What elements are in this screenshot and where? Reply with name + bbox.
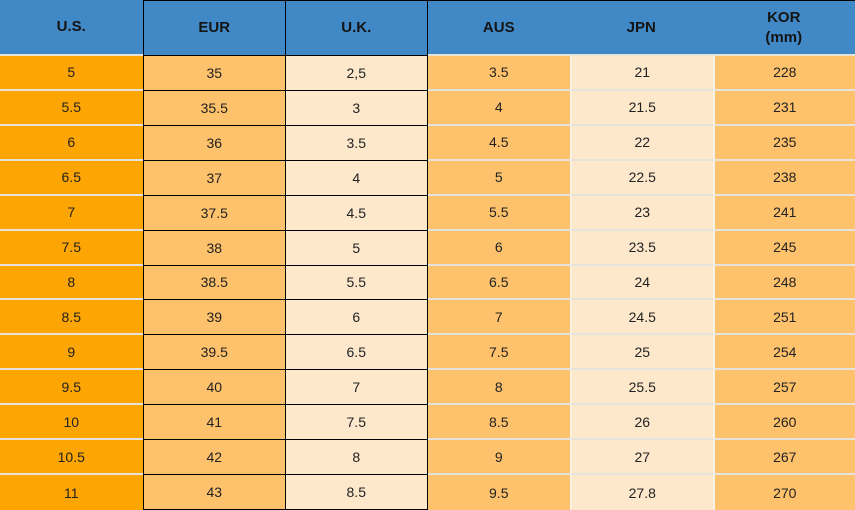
cell-kor-row1: 228 [712, 56, 855, 91]
cell-aus-row8: 7 [427, 300, 570, 336]
cell-kor-row4: 238 [712, 160, 855, 196]
cell-aus-row3: 4.5 [427, 125, 570, 161]
cell-us-row2: 5.5 [0, 90, 143, 126]
header-cell-uk: U.K. [285, 0, 428, 56]
cell-eur-row1: 35 [142, 56, 285, 91]
cell-uk-row9: 6.5 [285, 335, 428, 371]
cell-kor-row10: 257 [712, 370, 855, 406]
cell-eur-row8: 39 [142, 300, 285, 336]
cell-aus-row12: 9 [427, 440, 570, 476]
cell-uk-row6: 5 [285, 230, 428, 266]
cell-kor-row13: 270 [712, 475, 855, 510]
header-label-kor: KOR [767, 9, 801, 26]
cell-us-row5: 7 [0, 195, 143, 231]
cell-kor-row8: 251 [712, 300, 855, 336]
header-cell-jpn: JPN [570, 0, 713, 56]
cell-aus-row9: 7.5 [427, 335, 570, 371]
cell-jpn-row2: 21.5 [570, 90, 713, 126]
cell-uk-row3: 3.5 [285, 125, 428, 161]
cell-aus-row6: 6 [427, 230, 570, 266]
cell-eur-row10: 40 [142, 370, 285, 406]
header-label-eur: EUR [198, 19, 231, 37]
cell-us-row4: 6.5 [0, 160, 143, 196]
cell-aus-row13: 9.5 [427, 475, 570, 510]
cell-uk-row2: 3 [285, 90, 428, 126]
cell-eur-row6: 38 [142, 230, 285, 266]
header-cell-aus: AUS [427, 0, 570, 56]
cell-us-row8: 8.5 [0, 300, 143, 336]
cell-kor-row12: 267 [712, 440, 855, 476]
cell-jpn-row1: 21 [570, 56, 713, 91]
cell-us-row10: 9.5 [0, 370, 143, 406]
cell-eur-row13: 43 [142, 475, 285, 510]
cell-aus-row2: 4 [427, 90, 570, 126]
cell-uk-row13: 8.5 [285, 475, 428, 510]
cell-uk-row12: 8 [285, 440, 428, 476]
header-label-aus: AUS [482, 18, 515, 36]
cell-us-row1: 5 [0, 56, 143, 91]
cell-eur-row12: 42 [142, 440, 285, 476]
cell-kor-row5: 241 [712, 195, 855, 231]
header-label-uk: U.K. [341, 19, 372, 37]
cell-aus-row1: 3.5 [427, 56, 570, 91]
cell-us-row11: 10 [0, 405, 143, 441]
cell-uk-row4: 4 [285, 160, 428, 196]
cell-jpn-row5: 23 [570, 195, 713, 231]
cell-us-row3: 6 [0, 125, 143, 161]
cell-jpn-row7: 24 [570, 265, 713, 301]
header-cell-kor: KOR (mm) [712, 0, 855, 56]
cell-aus-row7: 6.5 [427, 265, 570, 301]
cell-eur-row7: 38.5 [142, 265, 285, 301]
cell-aus-row5: 5.5 [427, 195, 570, 231]
cell-us-row6: 7.5 [0, 230, 143, 266]
cell-kor-row11: 260 [712, 405, 855, 441]
cell-aus-row10: 8 [427, 370, 570, 406]
cell-jpn-row3: 22 [570, 125, 713, 161]
cell-uk-row7: 5.5 [285, 265, 428, 301]
cell-aus-row4: 5 [427, 160, 570, 196]
cell-kor-row7: 248 [712, 265, 855, 301]
header-label-us: U.S. [56, 18, 86, 36]
cell-jpn-row10: 25.5 [570, 370, 713, 406]
cell-jpn-row12: 27 [570, 440, 713, 476]
cell-kor-row6: 245 [712, 230, 855, 266]
cell-jpn-row8: 24.5 [570, 300, 713, 336]
cell-us-row13: 11 [0, 475, 143, 510]
cell-us-row7: 8 [0, 265, 143, 301]
cell-uk-row1: 2,5 [285, 56, 428, 91]
cell-eur-row2: 35.5 [142, 90, 285, 126]
cell-jpn-row13: 27.8 [570, 475, 713, 510]
cell-uk-row11: 7.5 [285, 405, 428, 441]
cell-kor-row9: 254 [712, 335, 855, 371]
cell-aus-row11: 8.5 [427, 405, 570, 441]
cell-jpn-row4: 22.5 [570, 160, 713, 196]
cell-kor-row2: 231 [712, 90, 855, 126]
cell-jpn-row6: 23.5 [570, 230, 713, 266]
cell-kor-row3: 235 [712, 125, 855, 161]
header-label-jpn: JPN [626, 18, 656, 36]
cell-eur-row11: 41 [142, 405, 285, 441]
cell-uk-row10: 7 [285, 370, 428, 406]
cell-uk-row8: 6 [285, 300, 428, 336]
cell-eur-row5: 37.5 [142, 195, 285, 231]
cell-jpn-row11: 26 [570, 405, 713, 441]
header-cell-eur: EUR [142, 0, 285, 56]
cell-eur-row4: 37 [142, 160, 285, 196]
cell-us-row9: 9 [0, 335, 143, 371]
header-sublabel-kor: (mm) [765, 28, 803, 46]
cell-eur-row3: 36 [142, 125, 285, 161]
cell-eur-row9: 39.5 [142, 335, 285, 371]
cell-us-row12: 10.5 [0, 440, 143, 476]
cell-jpn-row9: 25 [570, 335, 713, 371]
cell-uk-row5: 4.5 [285, 195, 428, 231]
header-cell-us: U.S. [0, 0, 143, 56]
